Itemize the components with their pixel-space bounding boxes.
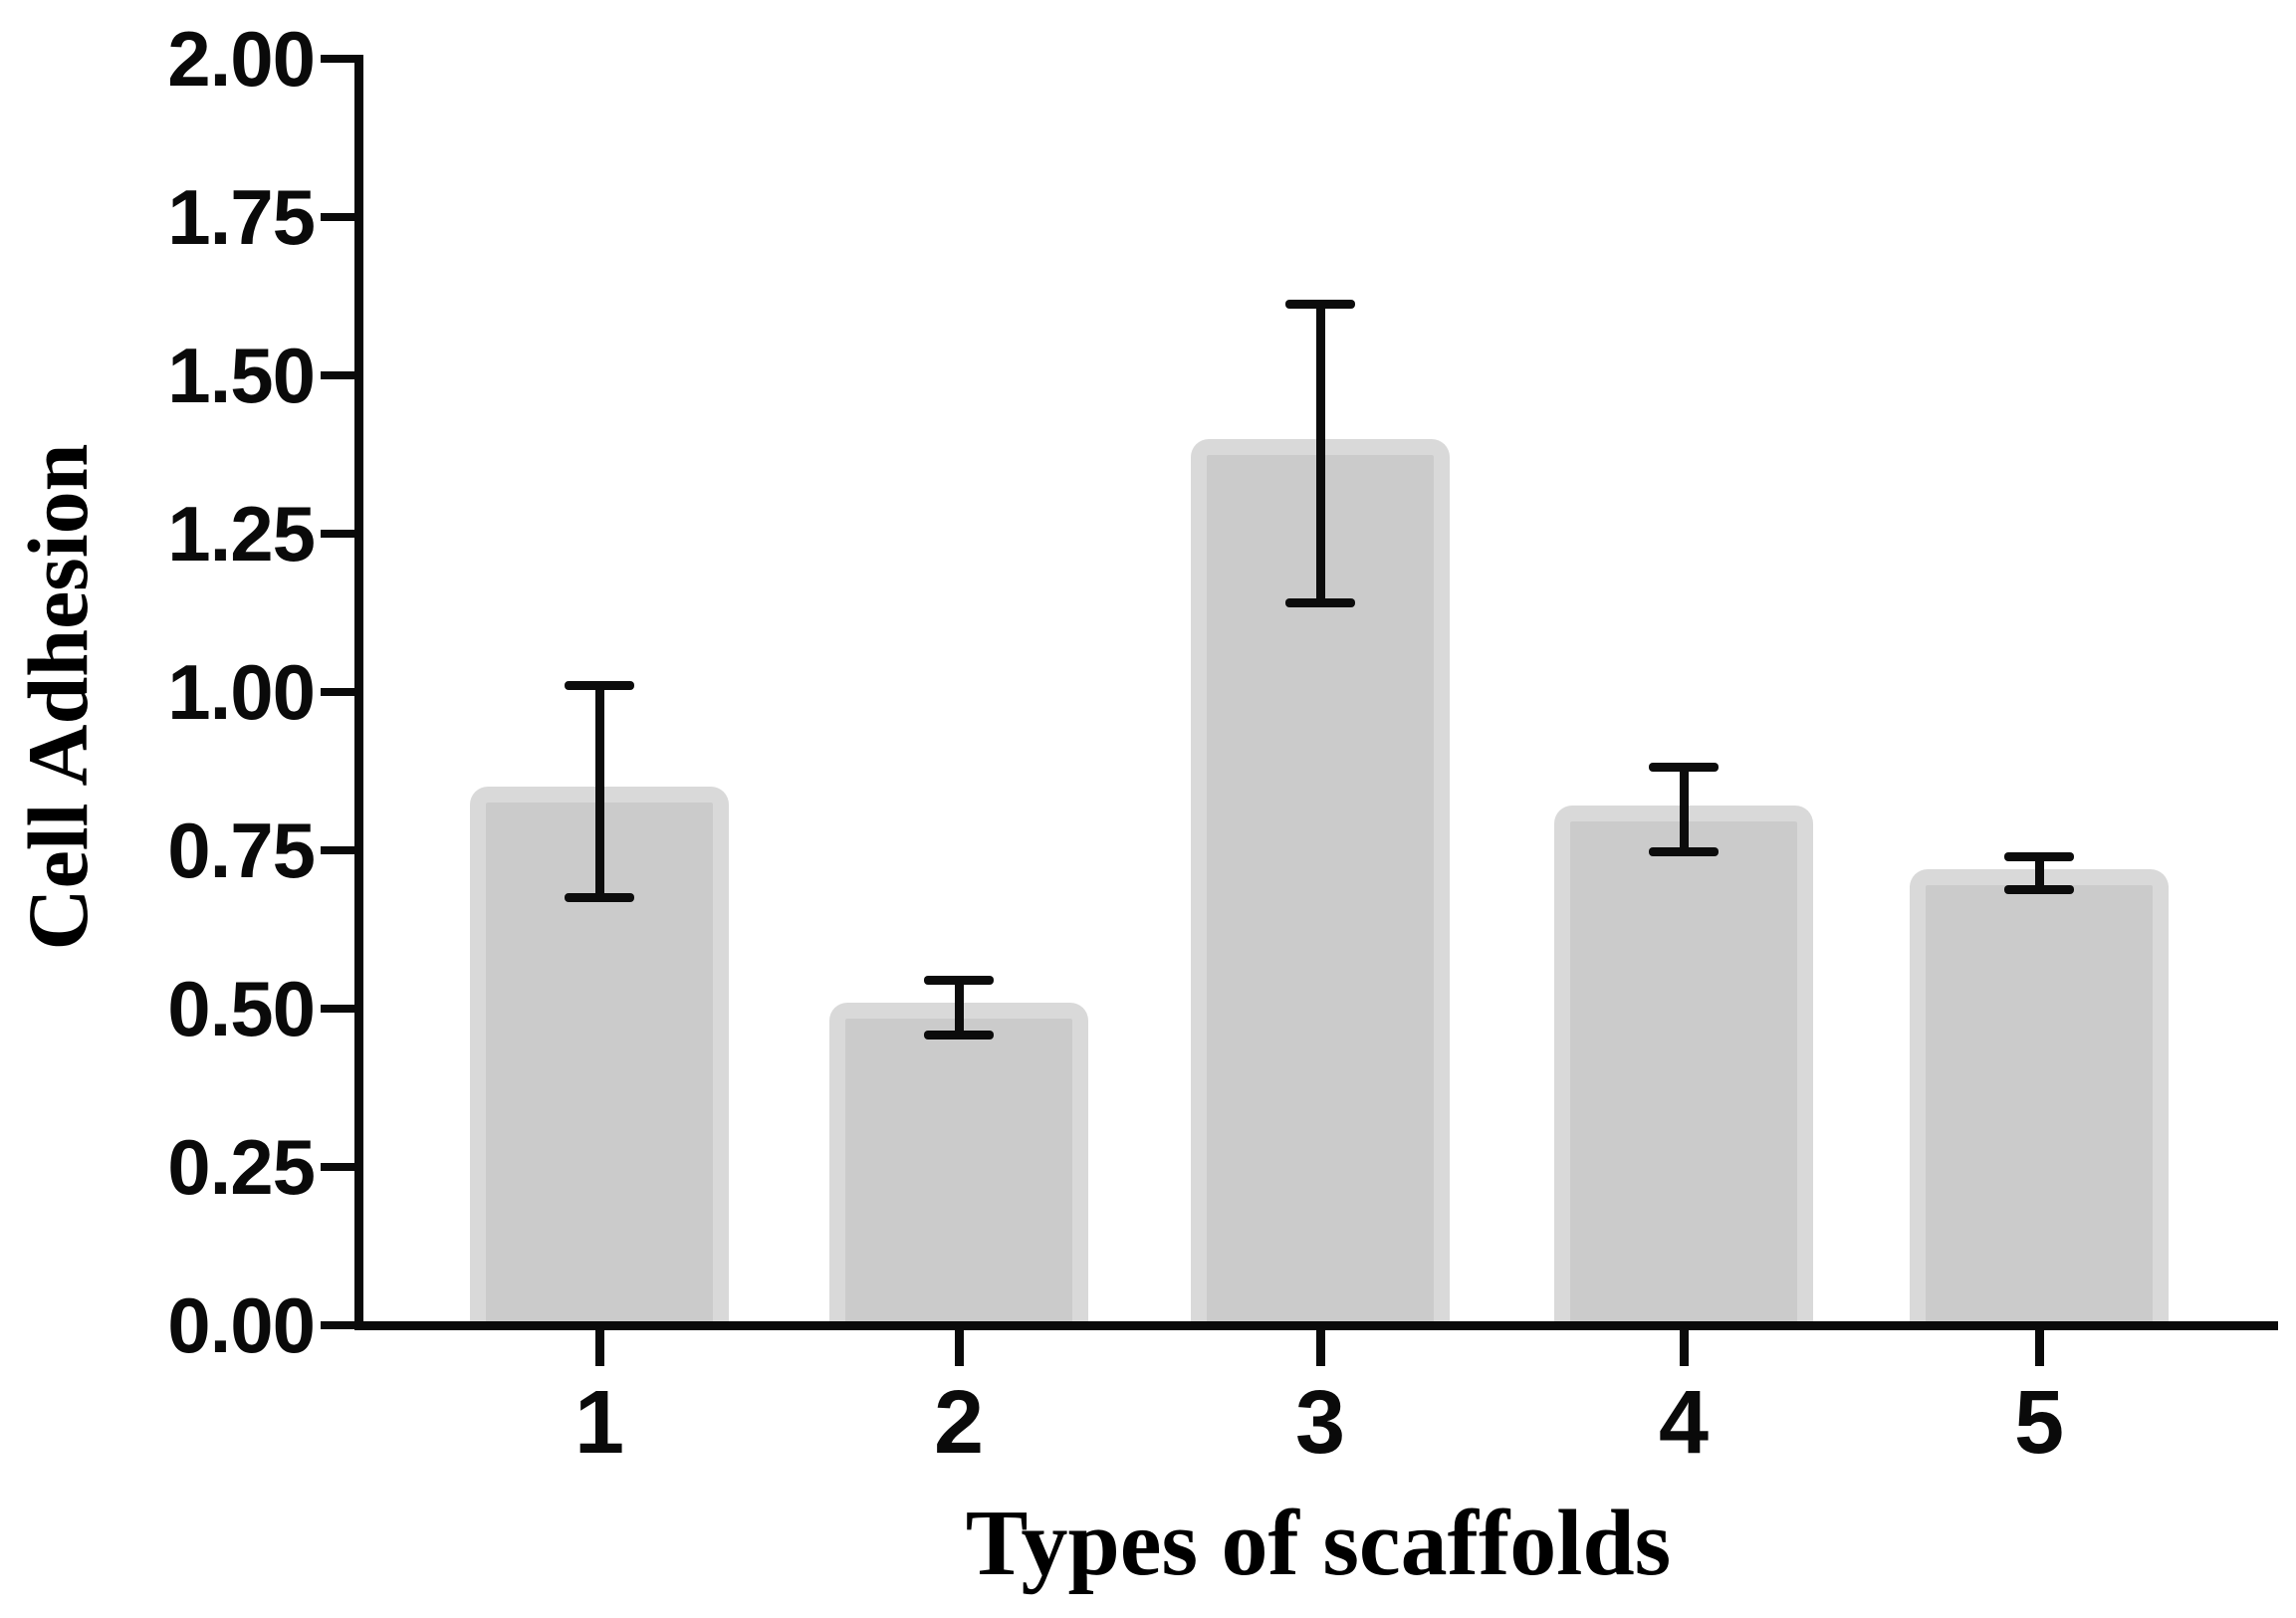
y-tick	[321, 1321, 354, 1329]
x-tick-label: 2	[933, 1373, 985, 1473]
y-tick-label: 1.00	[167, 647, 316, 736]
y-tick-label: 0.75	[167, 806, 316, 894]
y-tick-label: 1.50	[167, 331, 316, 419]
y-tick	[321, 688, 354, 696]
error-bar-cap	[924, 1031, 994, 1040]
x-tick	[1315, 1330, 1325, 1366]
x-tick-label: 4	[1658, 1373, 1710, 1473]
y-tick-label: 1.75	[167, 172, 316, 261]
bar	[829, 1002, 1088, 1321]
y-tick	[321, 530, 354, 538]
bar	[1910, 869, 2169, 1321]
y-tick-label: 2.00	[167, 14, 316, 103]
y-tick	[321, 371, 354, 379]
error-bar-cap	[1285, 598, 1355, 608]
y-tick	[321, 1005, 354, 1013]
x-tick	[2034, 1330, 2044, 1366]
y-axis-line	[354, 55, 363, 1330]
y-tick-label: 0.50	[167, 964, 316, 1052]
error-bar-cap	[924, 975, 994, 985]
bar	[1191, 438, 1450, 1321]
y-tick	[321, 213, 354, 221]
y-tick	[321, 55, 354, 63]
y-tick	[321, 846, 354, 854]
y-tick-label: 0.25	[167, 1122, 316, 1211]
x-tick	[594, 1330, 604, 1366]
error-bar-cap	[2004, 884, 2074, 894]
error-bar-cap	[565, 893, 634, 903]
error-bar-line	[954, 980, 964, 1036]
y-tick-label: 0.00	[167, 1280, 316, 1369]
error-bar-cap	[1285, 299, 1355, 309]
x-tick-label: 3	[1294, 1373, 1346, 1473]
x-axis-title: Types of scaffolds	[965, 1492, 1672, 1595]
error-bar-cap	[1649, 846, 1719, 856]
y-tick	[321, 1163, 354, 1171]
error-bar-line	[2034, 856, 2044, 890]
error-bar-line	[594, 685, 604, 898]
error-bar-cap	[1649, 762, 1719, 772]
y-tick-label: 1.25	[167, 489, 316, 578]
bar	[1554, 806, 1813, 1321]
error-bar-cap	[2004, 851, 2074, 861]
error-bar-line	[1679, 767, 1689, 852]
x-axis-line	[354, 1321, 2278, 1330]
x-tick	[1679, 1330, 1689, 1366]
x-tick	[954, 1330, 964, 1366]
y-axis-title: Cell Adhesion	[10, 443, 106, 951]
x-tick-label: 5	[2013, 1373, 2065, 1473]
error-bar-cap	[565, 681, 634, 691]
error-bar-line	[1315, 304, 1325, 603]
x-tick-label: 1	[574, 1373, 625, 1473]
